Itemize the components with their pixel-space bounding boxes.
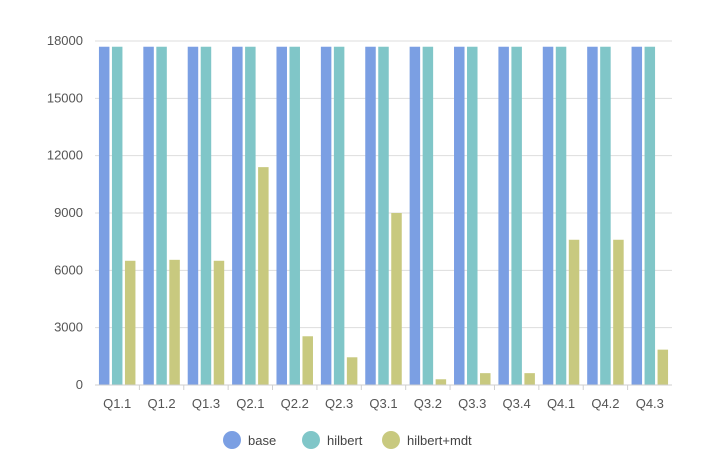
legend-label: base [248,433,276,448]
bar-hilbert-Q3-1 [378,46,389,385]
y-tick-label: 15000 [47,90,83,105]
bar-base-Q1-3 [187,46,199,385]
bar-base-Q3-1 [365,46,376,385]
bar-hilbert-Q4-2 [600,46,611,385]
y-tick-label: 12000 [47,148,83,163]
bar-hilbert-mdt-Q4-1 [568,239,580,385]
bar-base-Q3-4 [498,46,509,385]
bar-hilbert-mdt-Q2-2 [302,336,313,385]
x-tick-label: Q3.4 [503,396,531,411]
y-tick-label: 0 [76,377,83,392]
bar-hilbert-Q2-3 [333,46,345,385]
legend: base hilbert hilbert+mdt [223,431,472,449]
bar-base-Q2-3 [320,46,332,385]
y-tick-label: 6000 [54,262,83,277]
bar-base-Q2-1 [232,46,243,385]
x-tick-label: Q4.1 [547,396,575,411]
bar-hilbert-Q4-1 [555,46,567,385]
bar-series [98,46,669,385]
bar-hilbert-Q4-3 [644,46,656,385]
bar-hilbert-Q2-1 [245,46,256,385]
bar-hilbert-Q3-4 [511,46,522,385]
x-tick-label: Q3.2 [414,396,442,411]
bar-base-Q4-2 [587,46,598,385]
bar-base-Q1-2 [143,46,154,385]
x-tick-label: Q2.3 [325,396,353,411]
bar-hilbert-mdt-Q2-1 [258,167,269,385]
x-tick-label: Q4.2 [591,396,619,411]
x-tick-label: Q1.2 [147,396,175,411]
x-tick-label: Q1.1 [103,396,131,411]
bar-hilbert-mdt-Q1-3 [213,260,225,385]
bar-hilbert-mdt-Q1-1 [124,260,136,385]
bar-base-Q4-3 [631,46,643,385]
bar-base-Q2-2 [276,46,287,385]
legend-marker-hilbert-mdt [382,431,400,449]
y-tick-label: 9000 [54,205,83,220]
legend-label: hilbert [327,433,363,448]
bar-hilbert-mdt-Q4-3 [657,349,669,385]
y-tick-label: 3000 [54,320,83,335]
bar-hilbert-Q2-2 [289,46,300,385]
bar-base-Q3-2 [409,46,421,385]
bar-hilbert-Q1-2 [156,46,167,385]
x-tick-label: Q3.1 [369,396,397,411]
bar-hilbert-mdt-Q3-2 [435,379,447,385]
legend-label: hilbert+mdt [407,433,472,448]
legend-marker-base [223,431,241,449]
x-tick-label: Q2.1 [236,396,264,411]
bar-hilbert-mdt-Q3-1 [391,213,402,385]
bar-hilbert-Q3-2 [422,46,434,385]
bar-hilbert-mdt-Q3-3 [480,373,491,385]
bar-hilbert-Q1-3 [200,46,212,385]
bar-base-Q1-1 [98,46,110,385]
bar-hilbert-mdt-Q4-2 [613,239,624,385]
axes: 0 3000 6000 9000 12000 15000 18000 Q1.1 Q1.2 Q1.3… [47,33,672,411]
x-tick-label: Q2.2 [281,396,309,411]
x-tick-label: Q1.3 [192,396,220,411]
bar-base-Q3-3 [454,46,465,385]
x-tick-label: Q4.3 [636,396,664,411]
bar-hilbert-Q1-1 [111,46,123,385]
bar-hilbert-mdt-Q2-3 [346,357,358,385]
y-tick-label: 18000 [47,33,83,48]
legend-marker-hilbert [302,431,320,449]
bar-hilbert-mdt-Q3-4 [524,373,535,385]
x-tick-label: Q3.3 [458,396,486,411]
bar-hilbert-Q3-3 [467,46,478,385]
bar-base-Q4-1 [542,46,554,385]
bar-hilbert-mdt-Q1-2 [169,259,180,385]
